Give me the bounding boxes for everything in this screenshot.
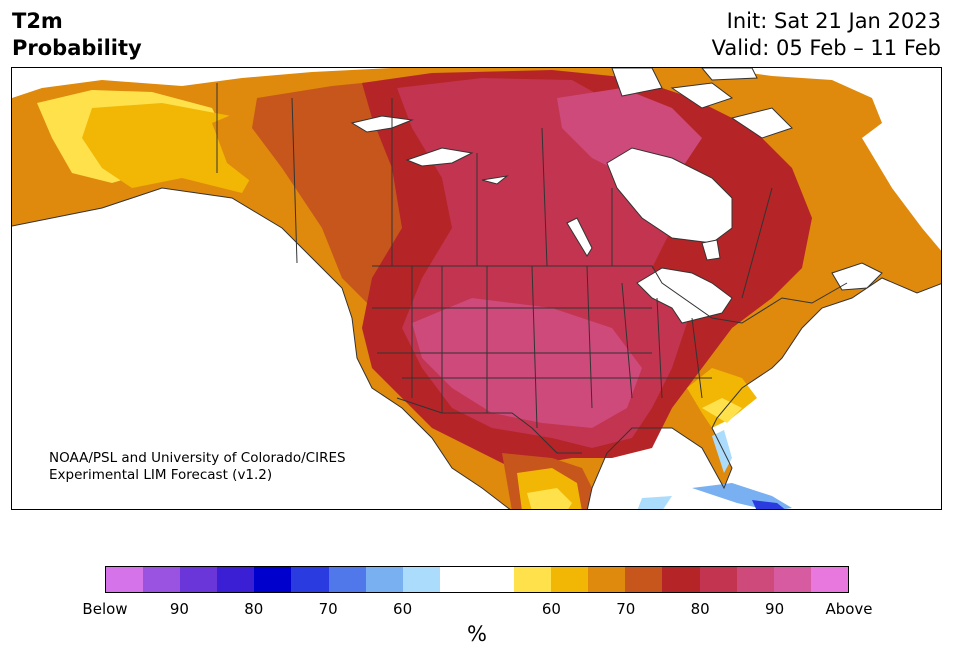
florida-blue [712,430,732,473]
colorbar-swatch [402,567,440,592]
forecast-map [11,67,942,510]
colorbar-swatch [328,567,366,592]
cuba-dark-blue [752,500,785,509]
colorbar-swatch [625,567,663,592]
colorbar-swatch [439,567,477,592]
colorbar-tick-label: Below [82,600,128,618]
us-canada-border [372,265,848,324]
colorbar-tick-label: 90 [169,600,189,618]
lake-athabasca [481,175,509,185]
colorbar-tick-label: 90 [765,600,785,618]
colorbar-swatch [810,567,848,592]
colorbar-swatch [476,567,515,592]
colorbar-tick-label: 70 [318,600,338,618]
forecast-dates: Init: Sat 21 Jan 2023 Valid: 05 Feb – 11… [712,8,941,62]
province-borders [291,97,773,299]
colorbar-swatch [291,567,329,592]
probability-shading [12,68,941,509]
colorbar-swatch [180,567,218,592]
variable-label: T2m [12,9,63,33]
colorbar-swatch [217,567,255,592]
colorbar-legend [105,566,849,593]
coastline [12,187,941,509]
colorbar-tick-label: 80 [690,600,710,618]
map-title: T2m Probability [12,8,142,62]
product-label: Probability [12,36,142,60]
colorbar-tick-label: Above [825,600,873,618]
colorbar-tick-label: 60 [541,600,561,618]
attribution-model: Experimental LIM Forecast (v1.2) [49,467,273,483]
colorbar-swatch [143,567,181,592]
attribution-org: NOAA/PSL and University of Colorado/CIRE… [49,450,346,466]
colorbar-swatch [106,567,144,592]
arctic-channels [611,68,793,139]
init-date: Init: Sat 21 Jan 2023 [726,9,941,33]
us-mexico-border [396,397,582,454]
political-borders [12,83,941,509]
colorbar-swatch [773,567,811,592]
bahamas-blue [637,496,672,509]
colorbar-swatch [254,567,292,592]
colorbar-tick-label: 60 [393,600,413,618]
plains-pink [412,298,642,428]
colorbar-swatch [588,567,626,592]
colorbar-swatch [699,567,737,592]
attribution: NOAA/PSL and University of Colorado/CIRE… [49,450,346,484]
colorbar-swatch [736,567,774,592]
southeast-yellow [702,398,742,423]
colorbar-tick-label: 80 [244,600,264,618]
colorbar-unit: % [467,622,487,646]
map-canvas [12,68,941,509]
colorbar-tick-label: 70 [616,600,636,618]
colorbar-swatch [662,567,700,592]
hudson-bay [606,147,733,244]
james-bay [701,239,721,261]
hudson-pink [557,88,702,178]
valid-range: Valid: 05 Feb – 11 Feb [711,36,941,60]
great-slave-lake [350,115,414,133]
great-bear-lake [405,147,474,167]
colorbar-swatch [514,567,552,592]
lake-winnipeg [566,217,593,257]
state-borders [372,265,712,429]
colorbar-swatch [365,567,403,592]
mexico-yellow [527,488,572,509]
water-bodies [350,68,883,324]
colorbar-swatch [551,567,589,592]
